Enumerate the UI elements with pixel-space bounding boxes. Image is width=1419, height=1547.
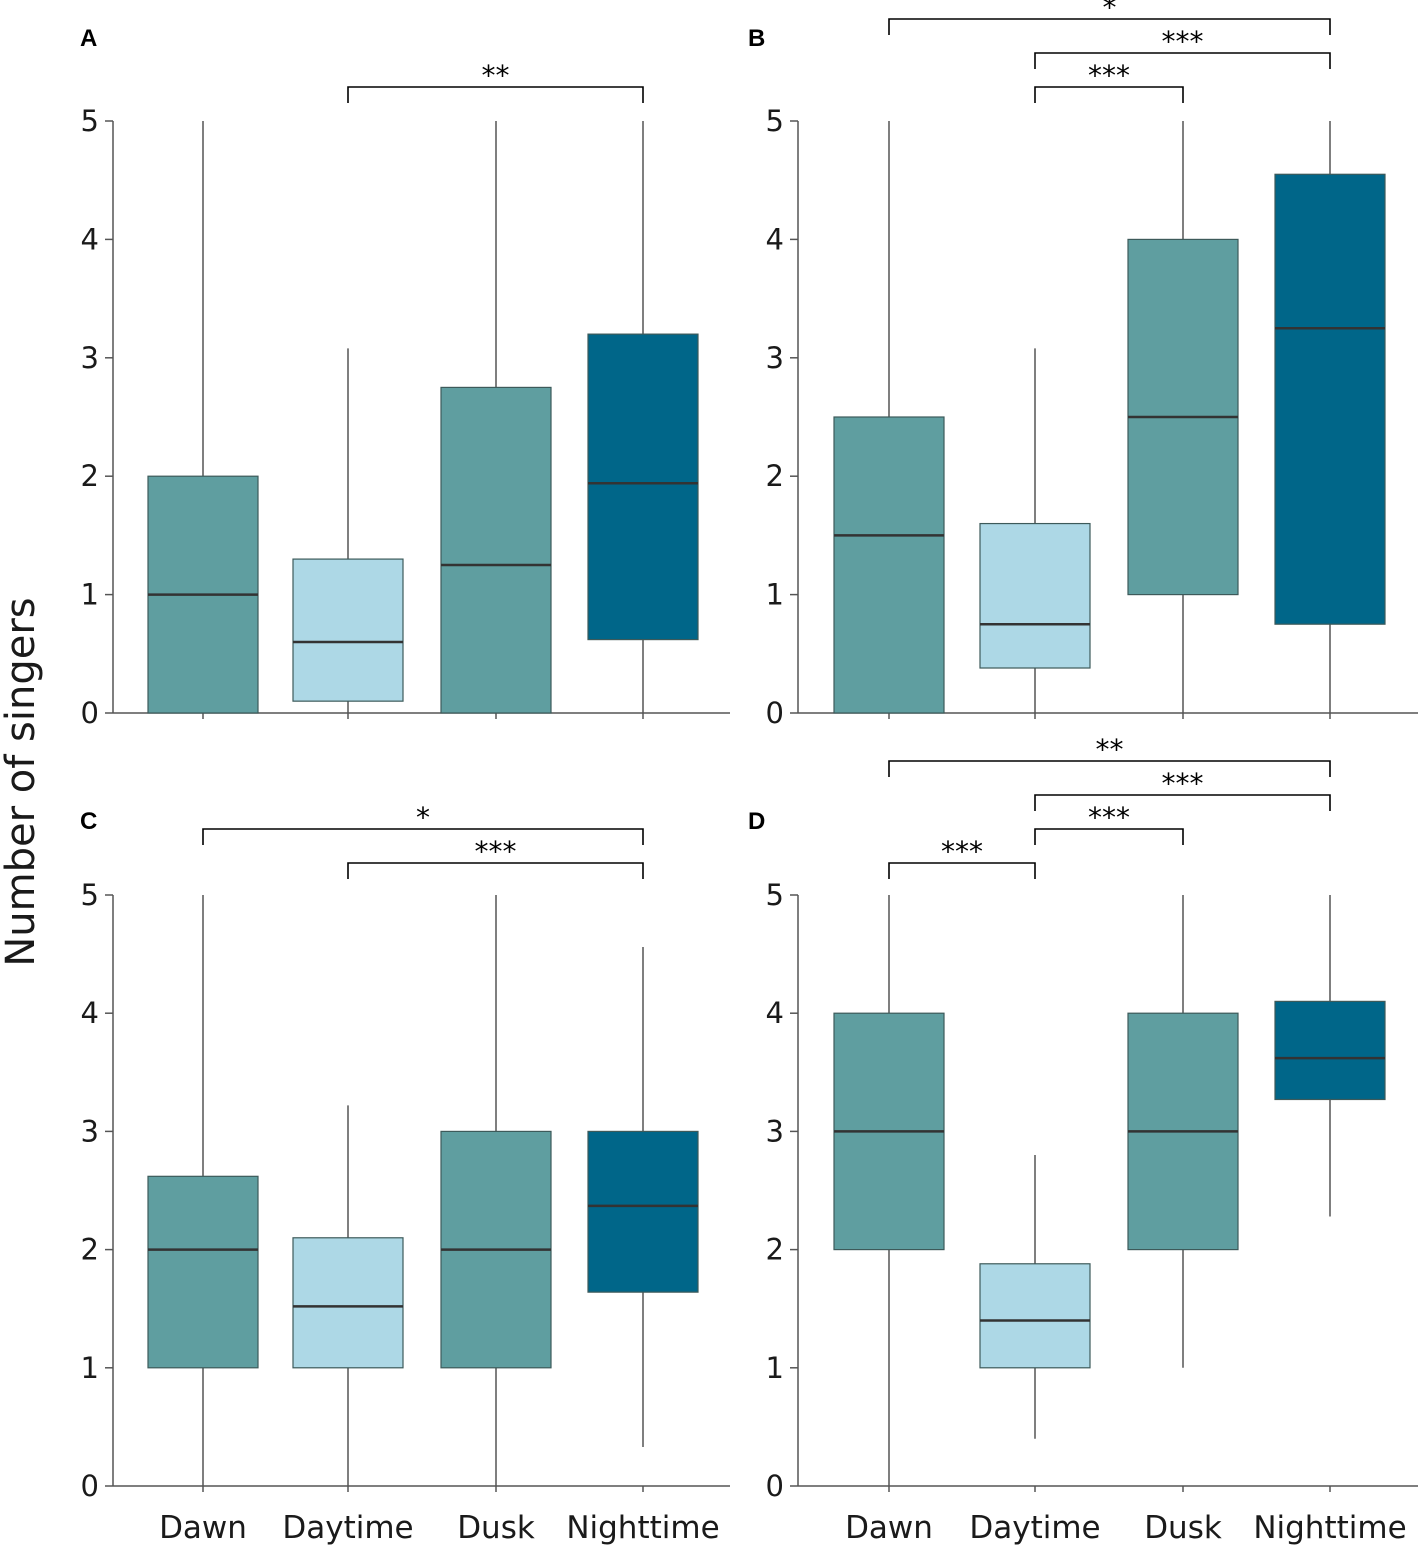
box-dawn <box>147 1175 259 1369</box>
x-tick-label-daytime: Daytime <box>282 1510 413 1546</box>
significance-label: *** <box>1162 767 1204 800</box>
box-daytime <box>979 1263 1091 1369</box>
significance-bracket <box>1034 828 1184 845</box>
box-nighttime <box>1274 173 1386 625</box>
box-nighttime <box>1274 1000 1386 1101</box>
y-tick-label: 0 <box>81 696 99 730</box>
y-tick-label: 2 <box>81 459 99 493</box>
panel-label: D <box>748 808 765 835</box>
significance-bracket <box>1034 52 1331 69</box>
y-tick-label: 5 <box>766 104 784 138</box>
box-dusk <box>440 386 552 714</box>
significance-label: *** <box>941 835 983 868</box>
significance-bracket <box>202 828 644 845</box>
x-tick-label-nighttime: Nighttime <box>1253 1510 1406 1546</box>
y-tick-label: 4 <box>81 996 99 1030</box>
box-daytime <box>292 558 404 702</box>
y-tick-label: 5 <box>766 878 784 912</box>
y-tick-label: 3 <box>81 341 99 375</box>
y-tick-label: 2 <box>81 1233 99 1267</box>
y-tick-label: 4 <box>81 222 99 256</box>
x-tick-label-dusk: Dusk <box>457 1510 535 1546</box>
x-tick-label-dawn: Dawn <box>845 1510 933 1546</box>
y-tick-label: 3 <box>766 1114 784 1148</box>
y-axis-label: Number of singers <box>0 597 44 966</box>
box-daytime <box>292 1237 404 1369</box>
x-tick-label-dusk: Dusk <box>1144 1510 1222 1546</box>
significance-label: *** <box>1088 59 1130 92</box>
significance-bracket <box>1034 794 1331 811</box>
y-tick-label: 3 <box>766 341 784 375</box>
y-tick-label: 0 <box>81 1469 99 1503</box>
significance-bracket <box>888 862 1036 879</box>
y-tick-label: 4 <box>766 222 784 256</box>
panel-label: C <box>80 808 97 835</box>
x-tick-label-nighttime: Nighttime <box>566 1510 719 1546</box>
box-daytime <box>979 522 1091 669</box>
y-tick-label: 2 <box>766 459 784 493</box>
y-tick-label: 1 <box>81 578 99 612</box>
y-tick-label: 0 <box>766 696 784 730</box>
box-nighttime <box>587 333 699 641</box>
significance-bracket <box>888 18 1331 35</box>
significance-bracket <box>347 86 644 103</box>
box-nighttime <box>587 1130 699 1293</box>
significance-label: * <box>416 801 430 834</box>
y-tick-label: 0 <box>766 1469 784 1503</box>
y-tick-label: 5 <box>81 104 99 138</box>
y-tick-label: 1 <box>766 1351 784 1385</box>
significance-label: *** <box>475 835 517 868</box>
significance-label: ** <box>482 59 510 92</box>
box-dawn <box>833 416 945 714</box>
significance-bracket <box>347 862 644 879</box>
significance-bracket <box>1034 86 1184 103</box>
panel-label: A <box>80 25 97 52</box>
y-tick-label: 3 <box>81 1114 99 1148</box>
x-tick-label-daytime: Daytime <box>969 1510 1100 1546</box>
y-tick-label: 5 <box>81 878 99 912</box>
x-tick-label-dawn: Dawn <box>159 1510 247 1546</box>
y-tick-label: 2 <box>766 1233 784 1267</box>
y-tick-label: 1 <box>81 1351 99 1385</box>
significance-label: * <box>1103 0 1117 24</box>
significance-label: *** <box>1088 801 1130 834</box>
significance-label: ** <box>1096 733 1124 766</box>
panel-a: A 0 1 2 3 4 5 ** <box>80 25 730 730</box>
y-tick-label: 1 <box>766 578 784 612</box>
significance-bracket <box>888 760 1331 777</box>
significance-label: *** <box>1162 25 1204 58</box>
panel-label: B <box>748 25 765 52</box>
y-tick-label: 4 <box>766 996 784 1030</box>
